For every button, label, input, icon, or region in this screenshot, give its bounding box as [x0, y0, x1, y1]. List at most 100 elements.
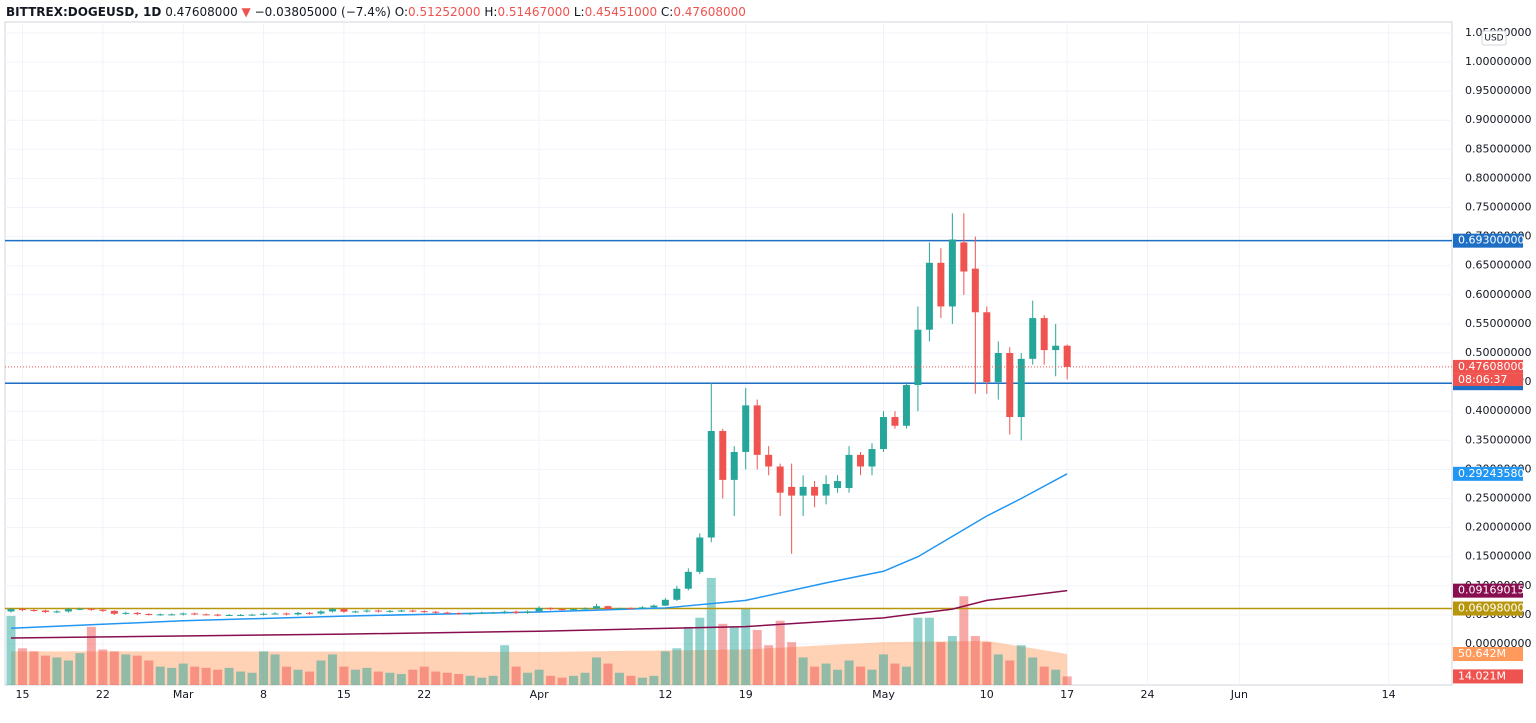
- candle-body: [455, 613, 463, 615]
- volume-bar: [729, 626, 739, 685]
- price-tag: [1453, 233, 1523, 248]
- volume-bar: [752, 629, 762, 685]
- candle-body: [535, 607, 543, 612]
- candle-body: [661, 599, 669, 606]
- volume-bar: [591, 657, 601, 685]
- candle-body: [753, 405, 761, 455]
- volume-bar: [63, 660, 73, 685]
- volume-bar: [362, 667, 372, 685]
- y-tick-label: 0.20000000: [1465, 521, 1531, 534]
- volume-bar: [224, 667, 234, 685]
- price-tag: [1453, 466, 1523, 481]
- volume-bar: [959, 596, 969, 685]
- candle-body: [168, 614, 176, 616]
- volume-bar: [764, 645, 774, 685]
- candle-body: [409, 610, 417, 612]
- candle-body: [386, 610, 394, 612]
- volume-bar: [511, 666, 521, 685]
- volume-bar: [190, 666, 200, 685]
- price-tag-label: 14.021M: [1458, 669, 1506, 682]
- volume-bar: [259, 651, 269, 685]
- y-tick-label: 0.75000000: [1465, 200, 1531, 213]
- y-tick-label: 0.15000000: [1465, 550, 1531, 563]
- volume-bar: [431, 671, 441, 685]
- candle-body: [558, 609, 566, 611]
- volume-bar: [649, 675, 659, 685]
- volume-bar: [465, 675, 475, 685]
- volume-bar: [121, 654, 131, 685]
- moving-average: [10, 473, 1068, 630]
- volume-bar: [982, 642, 992, 685]
- volume-bar: [132, 655, 142, 685]
- candle-body: [730, 451, 738, 480]
- candle-body: [1063, 345, 1071, 367]
- y-tick-label: 0.40000000: [1465, 404, 1531, 417]
- candle-body: [1029, 318, 1037, 359]
- candle-body: [971, 268, 979, 313]
- candle-body: [283, 613, 291, 615]
- price-tag-label: 0.69300000: [1458, 234, 1524, 247]
- x-tick-label: May: [872, 688, 895, 701]
- volume-bar: [350, 669, 360, 685]
- candle-body: [294, 612, 302, 615]
- arrow: ▼: [242, 5, 252, 19]
- volume-bar: [316, 660, 326, 685]
- volume-bar: [672, 648, 682, 685]
- volume-bar: [821, 663, 831, 685]
- candle-body: [260, 613, 268, 615]
- x-tick-label: 8: [260, 688, 267, 701]
- candle-body: [397, 610, 405, 612]
- volume-bar: [247, 672, 257, 685]
- candle-body: [776, 466, 784, 493]
- x-tick-label: 15: [337, 688, 351, 701]
- volume-bar: [477, 677, 487, 685]
- change: −0.03805000 (−7.4%): [255, 5, 391, 19]
- candle-body: [145, 614, 153, 616]
- candle-body: [501, 611, 509, 613]
- candle-body: [99, 609, 107, 611]
- x-tick-label: 22: [417, 688, 431, 701]
- l-label: L:: [574, 5, 585, 19]
- volume-bar: [626, 675, 636, 685]
- volume-bar: [775, 620, 785, 685]
- candle-body: [592, 606, 600, 609]
- candle-body: [76, 608, 84, 610]
- candle-body: [122, 612, 130, 614]
- h-value: 0.51467000: [497, 5, 570, 19]
- candle-body: [879, 417, 887, 450]
- volume-bar: [1028, 657, 1038, 685]
- symbol: BITTREX:DOGEUSD, 1D: [6, 5, 161, 19]
- volume-bar: [741, 608, 751, 685]
- volume-bar: [454, 673, 464, 685]
- y-tick-label: 0.50000000: [1465, 346, 1531, 359]
- volume-bar: [695, 617, 705, 685]
- o-label: O:: [395, 5, 408, 19]
- volume-bar: [878, 654, 888, 685]
- volume-bar: [373, 671, 383, 685]
- volume-bar: [98, 649, 108, 685]
- candle-body: [719, 430, 727, 480]
- volume-bar: [603, 663, 613, 685]
- volume-bar: [970, 636, 980, 685]
- candle-body: [937, 262, 945, 307]
- currency-button: [1481, 30, 1507, 46]
- x-tick-label: 14: [1382, 688, 1396, 701]
- candle-body: [512, 611, 520, 613]
- c-value: 0.47608000: [673, 5, 746, 19]
- volume-bar: [155, 666, 165, 685]
- volume-bar: [40, 655, 50, 685]
- last: 0.47608000: [165, 5, 238, 19]
- volume-bar: [557, 677, 567, 685]
- candle-body: [788, 486, 796, 496]
- candle-body: [53, 611, 61, 613]
- candle-body: [340, 609, 348, 612]
- candle-body: [18, 609, 26, 611]
- volume-bar: [614, 672, 624, 685]
- candle-body: [133, 612, 141, 615]
- volume-bar: [718, 623, 728, 685]
- y-tick-label: 0.60000000: [1465, 288, 1531, 301]
- candle-body: [948, 239, 956, 307]
- price-tag: [1453, 601, 1523, 616]
- volume-bar: [924, 617, 934, 685]
- y-tick-label: 0.90000000: [1465, 113, 1531, 126]
